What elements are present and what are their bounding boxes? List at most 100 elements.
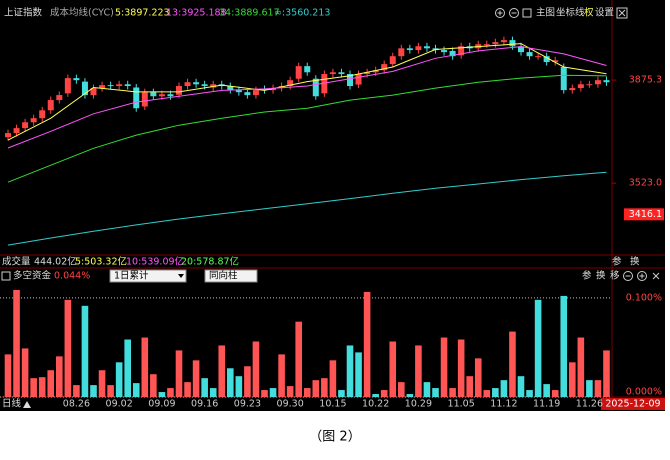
panel-tool[interactable]: 换 <box>630 256 640 268</box>
toolbar-item[interactable]: 主图 <box>536 7 555 19</box>
candle-body <box>90 88 97 96</box>
volume-value: 444.02亿 <box>34 256 77 268</box>
bar <box>466 376 473 397</box>
candle-body <box>64 78 71 94</box>
panel-tool[interactable]: 换 <box>596 270 606 282</box>
bar <box>363 291 371 397</box>
bar <box>30 378 37 397</box>
icon-stroke <box>652 272 660 280</box>
x-tick-label: 09.23 <box>234 399 261 410</box>
lower-value: 0.044% <box>54 271 90 282</box>
bar <box>569 362 576 397</box>
zoom-in-icon[interactable] <box>495 8 505 18</box>
bar <box>47 370 55 397</box>
bar <box>329 360 337 397</box>
candle-body <box>5 133 11 138</box>
dropdown[interactable] <box>109 269 187 283</box>
bar <box>534 299 542 397</box>
candle-body <box>577 84 584 89</box>
candle-body <box>509 40 516 47</box>
x-tick-label: 11.12 <box>490 399 517 410</box>
candle-body <box>116 84 123 87</box>
candle-body <box>295 66 302 79</box>
bar <box>492 388 499 397</box>
bar <box>107 385 114 397</box>
bar <box>440 337 448 397</box>
candle-body <box>569 88 576 91</box>
indicator-name[interactable]: 成本均线(CYC) <box>50 7 114 19</box>
panel-tool[interactable]: 移 <box>610 270 620 282</box>
bar <box>244 366 251 397</box>
bar <box>415 345 422 397</box>
panel-tool[interactable]: 参 <box>582 270 592 282</box>
bar <box>432 388 439 397</box>
legend-entry: 5:3897.223 <box>115 8 170 19</box>
chart-background <box>0 0 665 411</box>
zoom-out-icon[interactable] <box>623 271 633 281</box>
bar <box>278 354 285 397</box>
zoom-in-icon[interactable] <box>637 271 647 281</box>
bar <box>355 352 362 397</box>
candle-body <box>201 84 208 87</box>
cursor-date-box <box>601 398 665 410</box>
candle-body <box>603 80 610 83</box>
bar <box>603 350 610 397</box>
candle-body <box>398 48 405 57</box>
x-tick-label: 08.26 <box>63 399 90 410</box>
bar <box>13 289 20 397</box>
bar <box>577 337 585 397</box>
ma-line <box>7 74 607 183</box>
volume-ma: 5:503.32亿 <box>75 256 127 268</box>
bar <box>56 356 63 397</box>
dropdown-arrow <box>178 274 184 278</box>
ma-line <box>7 46 607 149</box>
zoom-out-icon[interactable] <box>509 8 519 18</box>
bar <box>261 390 268 397</box>
volume-ma: 20:578.87亿 <box>181 256 239 268</box>
toolbar-item[interactable]: 权 <box>584 7 594 19</box>
bar <box>269 388 277 397</box>
bar <box>167 388 174 397</box>
panel-icon[interactable] <box>1 271 11 281</box>
bar <box>252 341 260 397</box>
layout-icon[interactable] <box>522 8 532 18</box>
bar <box>73 385 80 397</box>
toolbar-icons <box>495 7 628 19</box>
bar <box>586 380 593 397</box>
candle-body <box>176 86 182 95</box>
ma-line <box>7 43 607 141</box>
candle-body <box>287 80 294 87</box>
candle-body <box>526 52 533 57</box>
close-icon[interactable] <box>616 7 628 19</box>
period-label[interactable]: 日线 <box>2 398 22 410</box>
candle-body <box>235 90 242 93</box>
index-name: 上证指数 <box>4 7 43 19</box>
bar <box>406 394 414 397</box>
ma-line <box>7 171 607 246</box>
y-tick-label: 0.000% <box>626 387 662 398</box>
bar <box>124 339 131 397</box>
candle-body <box>150 92 157 97</box>
cursor-date: 2025-12-09 <box>605 399 660 410</box>
bar <box>21 348 29 397</box>
price-marker-box <box>624 208 664 221</box>
bar <box>389 341 397 397</box>
y-tick-label: 0.100% <box>626 292 662 303</box>
mode-text: 同向柱 <box>209 270 238 282</box>
mode-button[interactable] <box>204 269 258 283</box>
legend-entry: 34:3889.617 <box>219 8 280 19</box>
bar <box>132 383 140 397</box>
candle-body <box>133 87 140 109</box>
bar <box>449 388 456 397</box>
candle-body <box>594 80 601 85</box>
y-tick-label: 3523.0 <box>629 178 662 189</box>
toolbar-item[interactable]: 设置 <box>595 8 614 19</box>
candle-body <box>73 78 80 81</box>
toolbar-item[interactable]: 坐标线 <box>556 7 585 19</box>
candle-body <box>364 72 371 75</box>
dropdown-text: 1日累计 <box>114 270 149 282</box>
panel-tool[interactable]: 参 <box>612 256 622 268</box>
candle-body <box>381 64 388 71</box>
candle-body <box>141 92 148 107</box>
